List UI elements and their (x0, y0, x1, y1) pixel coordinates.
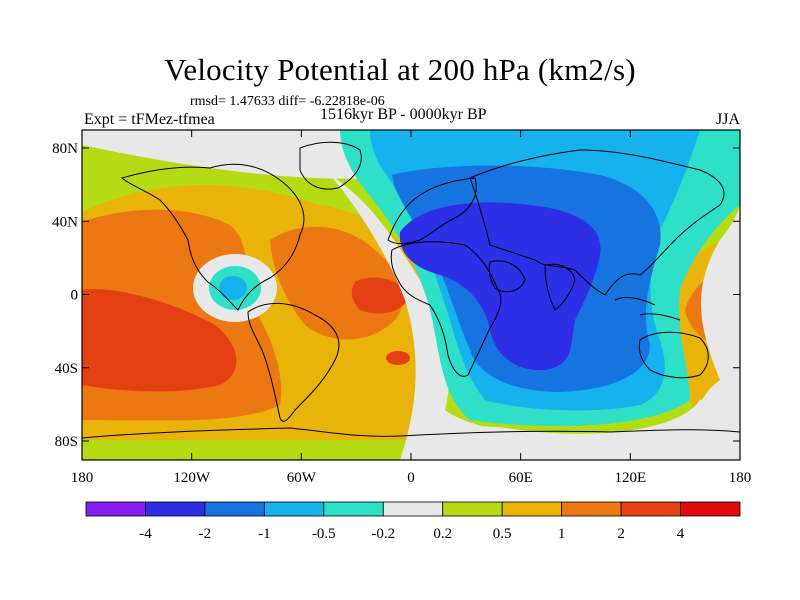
contour-white-south (410, 395, 740, 460)
coast-arabia (488, 260, 526, 293)
lon-tick-label: 180 (729, 470, 752, 486)
lat-tick-label: 80N (52, 141, 78, 157)
lat-tick-label: 40S (55, 361, 78, 377)
lat-tick-label: 40N (52, 214, 78, 230)
contour-white-atlantic (330, 175, 740, 460)
contour-cyan-caribbean (219, 276, 247, 300)
colorbar-swatch (204, 501, 265, 517)
contour-white-north (82, 130, 380, 179)
colorbar-swatch (442, 501, 503, 517)
coast-antarctica (82, 427, 740, 439)
colorbar-label: -2 (199, 526, 212, 542)
colorbar-label: 0.5 (493, 526, 512, 542)
colorbar-label: -0.2 (371, 526, 395, 542)
colorbar-swatch (263, 501, 325, 517)
coast-north-america (120, 163, 305, 311)
colorbar: -4 -2 -1 -0.5 -0.2 0.2 0.5 1 2 4 (85, 501, 741, 542)
coast-africa (390, 241, 502, 377)
colorbar-swatch (382, 501, 444, 517)
coast-india (544, 263, 576, 311)
coast-south-america (247, 302, 340, 422)
coast-asia (469, 149, 725, 296)
coast-australia (638, 331, 709, 379)
experiment-label: Expt = tFMez-tfmea (84, 111, 215, 128)
coast-europe (387, 177, 477, 245)
coast-indonesia (614, 297, 681, 321)
season-label: JJA (715, 111, 740, 128)
lat-tick-label: 0 (71, 288, 79, 304)
map-title: Velocity Potential at 200 hPa (km2/s) (164, 52, 636, 87)
lon-tick-label: 60E (509, 470, 533, 486)
lon-tick-label: 120W (173, 470, 211, 486)
lon-tick-label: 0 (407, 470, 415, 486)
colorbar-label: 2 (617, 526, 625, 542)
colorbar-swatch (501, 501, 563, 517)
coastlines (82, 141, 740, 439)
coast-greenland (299, 141, 362, 190)
colorbar-swatch (620, 501, 681, 517)
period-label: 1516kyr BP - 0000kyr BP (320, 106, 487, 123)
colorbar-label: -0.5 (312, 526, 336, 542)
colorbar-swatch (561, 501, 622, 517)
colorbar-label: 0.2 (433, 526, 452, 542)
colorbar-swatch (85, 501, 146, 517)
axis-ticks: 80N 40N 0 40S 80S 180 120W 60W 0 60E 120E 180 (52, 130, 751, 486)
colorbar-swatch (323, 501, 384, 517)
contour-red-pacific (82, 289, 237, 392)
stats-line: rmsd= 1.47633 diff= -6.22818e-06 (190, 94, 385, 109)
contour-red-blob (386, 351, 410, 365)
colorbar-label: -1 (258, 526, 271, 542)
lon-tick-label: 120E (614, 470, 646, 486)
lat-tick-label: 80S (55, 434, 78, 450)
contour-red-atlantic (351, 277, 410, 314)
colorbar-label: 4 (677, 526, 685, 542)
colorbar-label: -4 (139, 526, 152, 542)
colorbar-swatch (145, 501, 206, 517)
colorbar-label: 1 (558, 526, 566, 542)
contour-darkblue-core (399, 202, 601, 371)
colorbar-swatch (680, 501, 741, 517)
lon-tick-label: 60W (287, 470, 317, 486)
lon-tick-label: 180 (71, 470, 94, 486)
